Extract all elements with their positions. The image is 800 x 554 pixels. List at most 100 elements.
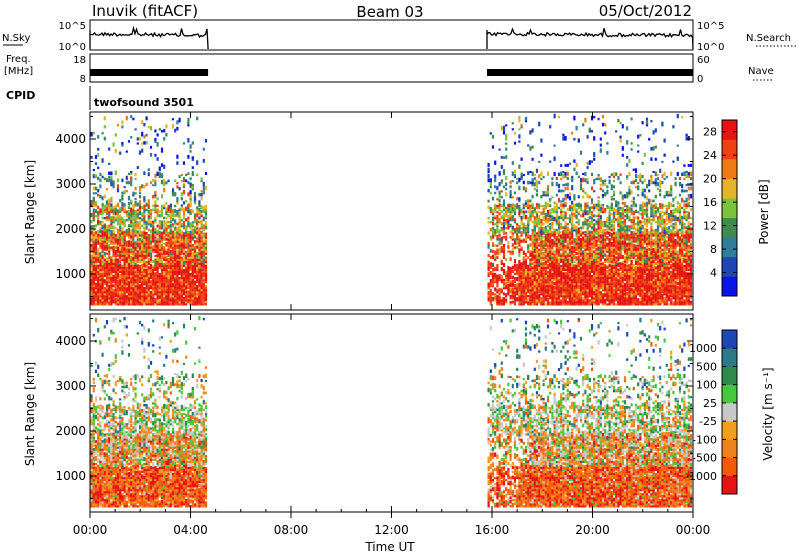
echo-cell [505,142,508,145]
echo-cell [593,182,596,185]
echo-cell [160,293,164,298]
echo-cell [535,298,539,302]
echo-cell [489,256,492,259]
echo-cell [110,256,113,259]
echo-cell [138,303,142,306]
echo-cell [557,234,561,237]
echo-cell [599,283,602,288]
echo-cell [571,242,574,245]
echo-cell [149,146,153,149]
echo-cell [123,251,126,255]
echo-cell [99,284,102,288]
echo-cell [189,203,192,208]
echo-cell [138,251,142,255]
echo-cell [110,289,113,294]
echo-cell [198,239,201,243]
echo-cell [165,260,168,263]
echo-cell [114,259,117,263]
echo-cell [182,249,186,253]
echo-cell [152,273,155,278]
echo-cell [110,222,113,226]
echo-cell [119,233,122,237]
echo-cell [163,216,166,220]
echo-cell [590,241,594,245]
echo-cell [134,220,137,224]
echo-cell [130,184,133,187]
echo-cell [560,253,563,257]
echo-cell [163,286,166,290]
echo-cell [516,223,519,226]
echo-cell [494,276,497,280]
echo-cell [562,133,565,137]
echo-cell [123,208,126,212]
echo-cell [176,233,179,237]
echo-cell [491,297,495,300]
echo-cell [156,275,159,280]
echo-cell [498,148,501,151]
echo-cell [90,155,93,159]
echo-cell [185,280,188,284]
echo-cell [566,272,569,276]
echo-cell [571,287,574,292]
echo-cell [571,219,574,224]
echo-cell [595,247,598,251]
echo-cell [165,300,168,304]
echo-cell [97,268,100,272]
echo-cell [171,273,175,276]
echo-cell [597,212,600,216]
echo-cell [542,299,545,304]
echo-cell [518,185,521,191]
echo-cell [108,230,111,235]
echo-cell [509,213,512,218]
echo-cell [562,136,565,141]
echo-cell [116,282,120,286]
echo-cell [185,291,188,296]
echo-cell [529,301,532,306]
echo-cell [531,210,534,214]
echo-cell [531,268,534,271]
echo-cell [147,222,150,226]
echo-cell [116,289,120,294]
echo-cell [116,228,120,234]
echo-cell [551,266,554,269]
echo-cell [577,210,580,214]
echo-cell [551,296,554,300]
echo-cell [582,281,585,286]
echo-cell [573,241,576,245]
echo-cell [544,226,547,230]
echo-cell [577,294,580,298]
echo-cell [538,263,541,267]
echo-cell [94,275,98,278]
echo-cell [498,295,501,300]
echo-cell [187,290,190,294]
echo-cell [577,282,580,286]
freq-left-tick-top: 18 [73,55,86,66]
echo-cell [136,221,139,224]
echo-cell [584,171,587,177]
echo-cell [136,245,139,249]
echo-cell [608,221,611,226]
echo-cell [145,252,148,255]
echo-cell [191,221,194,224]
echo-cell [542,230,545,234]
echo-cell [588,295,591,298]
echo-cell [178,299,181,304]
echo-cell [196,220,199,224]
echo-cell [156,254,159,257]
echo-cell [549,160,552,163]
echo-cell [105,178,109,183]
echo-cell [610,173,613,177]
echo-cell [127,263,131,267]
echo-cell [491,218,495,222]
echo-cell [187,237,190,241]
echo-cell [97,253,100,257]
echo-cell [522,204,525,207]
echo-cell [562,173,565,179]
echo-cell [494,174,497,179]
echo-cell [524,252,528,257]
echo-cell [174,278,177,282]
echo-cell [586,275,589,280]
echo-cell [147,237,150,241]
echo-cell [160,250,164,253]
echo-cell [617,294,620,298]
